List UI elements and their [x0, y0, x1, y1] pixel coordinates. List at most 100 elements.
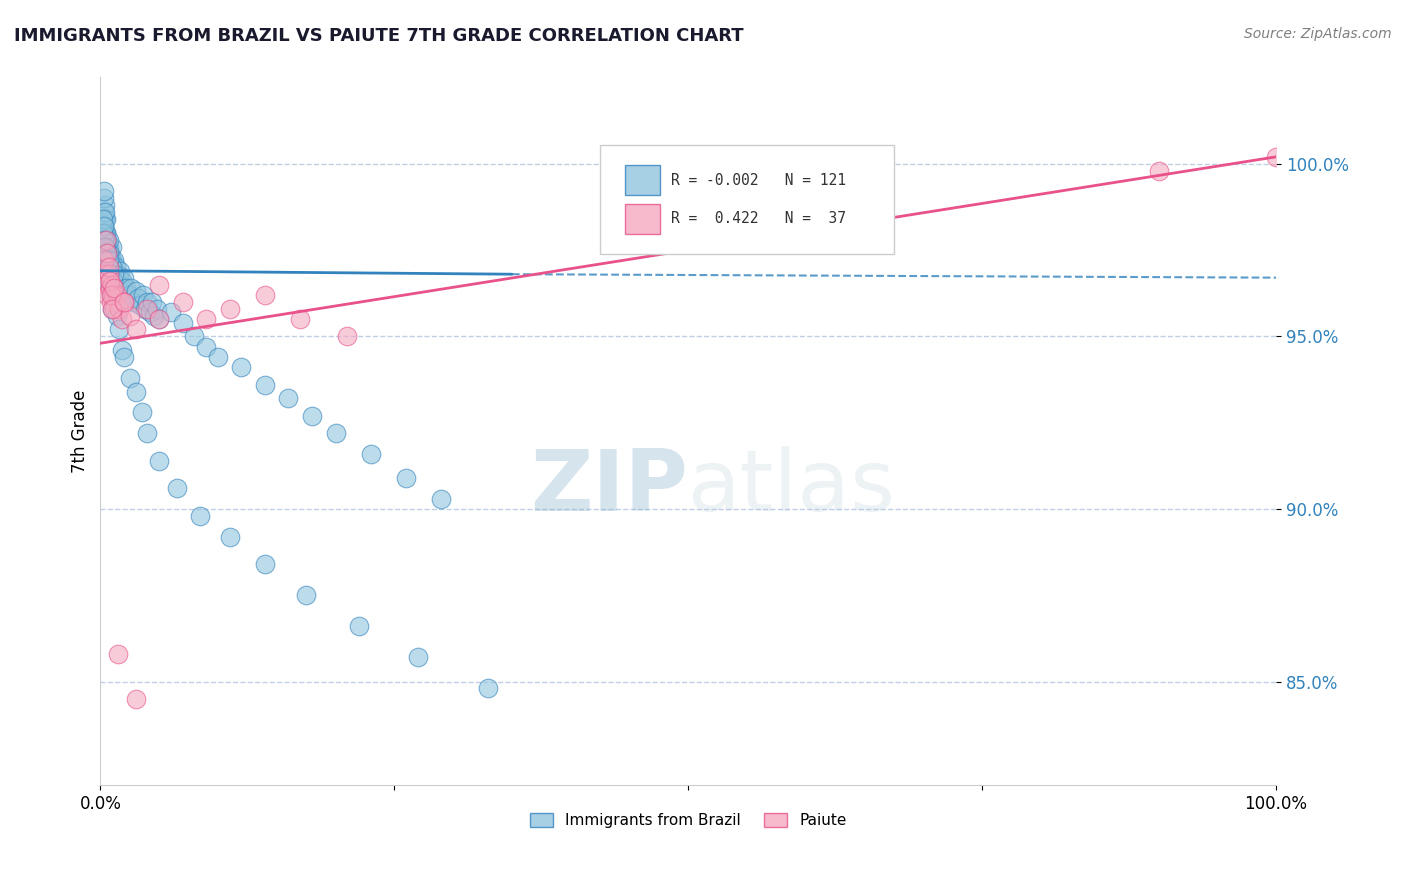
Point	[101, 301, 124, 316]
Point	[96, 246, 118, 260]
Point	[103, 274, 125, 288]
Point	[96, 233, 118, 247]
Point	[101, 260, 124, 275]
Point	[253, 288, 276, 302]
Point	[101, 277, 124, 292]
Point	[91, 226, 114, 240]
Point	[336, 329, 359, 343]
Point	[188, 508, 211, 523]
Point	[94, 253, 117, 268]
Point	[96, 211, 118, 226]
Point	[101, 301, 124, 316]
Point	[112, 270, 135, 285]
Legend: Immigrants from Brazil, Paiute: Immigrants from Brazil, Paiute	[524, 806, 852, 834]
Point	[104, 274, 127, 288]
Point	[118, 309, 141, 323]
Point	[325, 425, 347, 440]
Point	[101, 239, 124, 253]
Point	[108, 301, 131, 316]
Point	[395, 471, 418, 485]
Point	[124, 691, 146, 706]
Point	[94, 198, 117, 212]
Text: IMMIGRANTS FROM BRAZIL VS PAIUTE 7TH GRADE CORRELATION CHART: IMMIGRANTS FROM BRAZIL VS PAIUTE 7TH GRA…	[14, 27, 744, 45]
Point	[100, 294, 122, 309]
Point	[148, 312, 170, 326]
Point	[93, 191, 115, 205]
Point	[218, 530, 240, 544]
Point	[134, 301, 156, 316]
Point	[253, 557, 276, 571]
Point	[1265, 150, 1288, 164]
Point	[98, 267, 121, 281]
Point	[96, 253, 118, 268]
Point	[93, 219, 115, 233]
Point	[98, 246, 121, 260]
Point	[195, 340, 218, 354]
Point	[131, 288, 153, 302]
Point	[301, 409, 323, 423]
Point	[93, 233, 115, 247]
Point	[97, 260, 120, 275]
Text: R =  0.422   N =  37: R = 0.422 N = 37	[671, 211, 845, 227]
Point	[207, 350, 229, 364]
Point	[195, 312, 218, 326]
Point	[127, 291, 149, 305]
Point	[124, 384, 146, 399]
Point	[100, 267, 122, 281]
Point	[94, 226, 117, 240]
Point	[110, 264, 132, 278]
Point	[117, 288, 139, 302]
Point	[96, 253, 118, 268]
Point	[97, 233, 120, 247]
Point	[98, 260, 121, 275]
Point	[103, 281, 125, 295]
Point	[94, 239, 117, 253]
Point	[91, 239, 114, 253]
Point	[94, 246, 117, 260]
Point	[107, 647, 129, 661]
Point	[94, 205, 117, 219]
Point	[141, 294, 163, 309]
Point	[148, 453, 170, 467]
Point	[97, 239, 120, 253]
Point	[103, 253, 125, 268]
Point	[172, 294, 194, 309]
Point	[112, 294, 135, 309]
Point	[124, 322, 146, 336]
Point	[136, 301, 159, 316]
FancyBboxPatch shape	[624, 204, 659, 234]
Point	[96, 288, 118, 302]
Point	[477, 681, 499, 696]
Point	[115, 281, 138, 295]
Point	[96, 246, 118, 260]
Point	[105, 267, 128, 281]
FancyBboxPatch shape	[600, 145, 894, 254]
Point	[172, 316, 194, 330]
Point	[112, 350, 135, 364]
Point	[97, 246, 120, 260]
Point	[96, 246, 118, 260]
Point	[96, 246, 118, 260]
Point	[93, 246, 115, 260]
Point	[103, 288, 125, 302]
Point	[96, 233, 118, 247]
Point	[100, 253, 122, 268]
Point	[100, 281, 122, 295]
Point	[277, 392, 299, 406]
Point	[94, 253, 117, 268]
Point	[96, 267, 118, 281]
FancyBboxPatch shape	[624, 165, 659, 195]
Point	[218, 301, 240, 316]
Point	[112, 294, 135, 309]
Point	[129, 298, 152, 312]
Point	[110, 274, 132, 288]
Point	[136, 425, 159, 440]
Point	[96, 239, 118, 253]
Point	[91, 211, 114, 226]
Y-axis label: 7th Grade: 7th Grade	[72, 390, 89, 473]
Point	[290, 312, 312, 326]
Point	[100, 288, 122, 302]
Point	[360, 447, 382, 461]
Point	[97, 267, 120, 281]
Point	[96, 274, 118, 288]
